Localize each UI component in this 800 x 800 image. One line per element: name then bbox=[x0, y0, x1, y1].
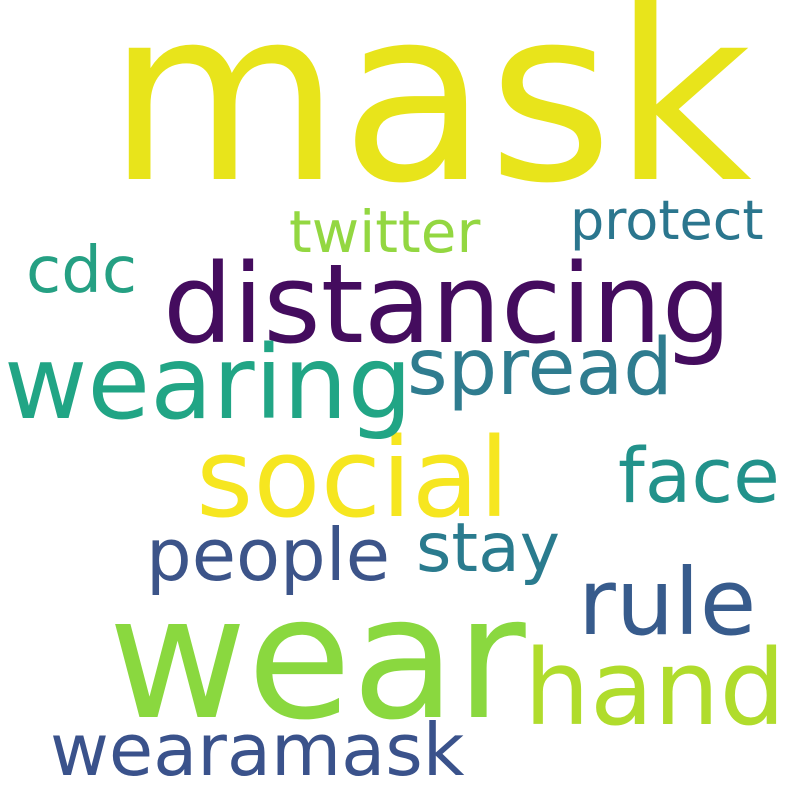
word-wear: wear bbox=[108, 560, 526, 758]
word-protect: protect bbox=[570, 189, 764, 252]
word-distancing: distancing bbox=[163, 240, 732, 368]
word-stay: stay bbox=[416, 509, 561, 588]
word-twitter: twitter bbox=[289, 198, 481, 266]
word-people: people bbox=[146, 513, 391, 597]
word-cdc: cdc bbox=[26, 234, 137, 308]
word-face: face bbox=[618, 431, 780, 520]
word-spread: spread bbox=[407, 323, 673, 413]
word-wearamask: wearamask bbox=[50, 708, 465, 792]
word-mask: mask bbox=[107, 0, 752, 236]
word-wearing: wearing bbox=[4, 324, 413, 443]
word-hand: hand bbox=[524, 627, 786, 749]
word-social: social bbox=[196, 414, 510, 542]
word-rule: rule bbox=[578, 549, 757, 656]
